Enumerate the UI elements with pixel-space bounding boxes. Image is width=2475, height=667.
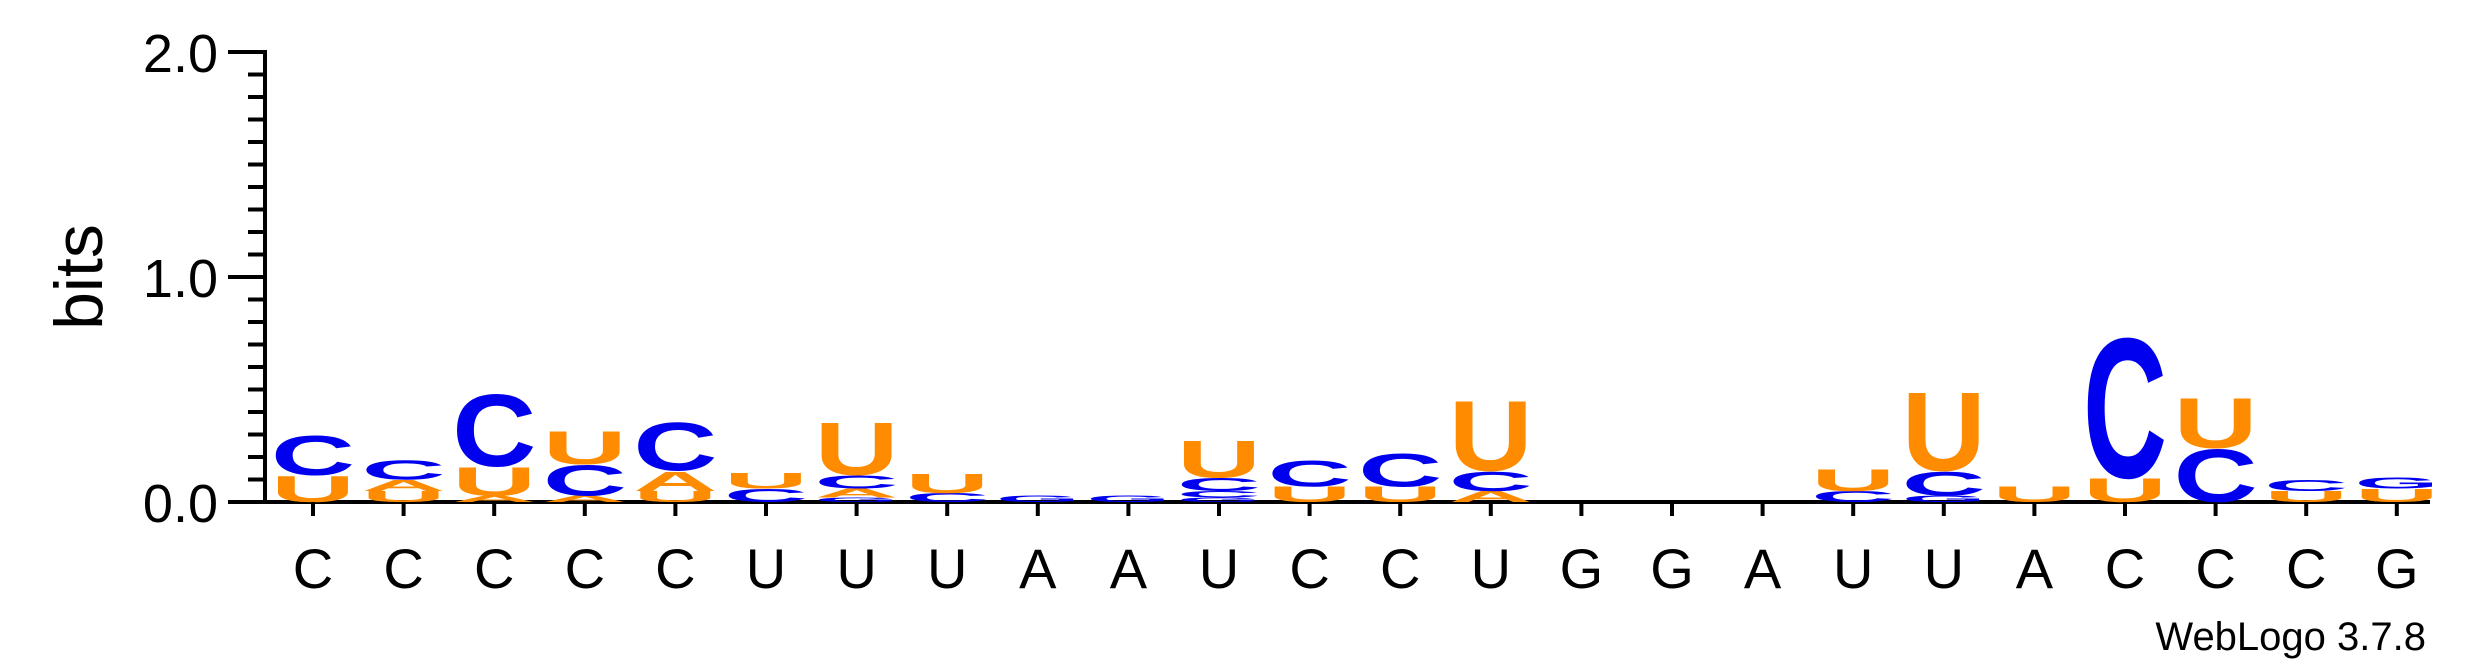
logo-letter-c: C <box>1268 453 1352 495</box>
logo-letter-u: U <box>1177 430 1261 489</box>
x-tick-label: C <box>2105 537 2145 600</box>
logo-letter-c: C <box>1358 444 1442 496</box>
logo-letter-c: C <box>452 374 536 488</box>
x-tick-label: G <box>1560 537 1604 600</box>
logo-letter-c: C <box>271 425 355 488</box>
logo-letter-c: C <box>2264 477 2348 495</box>
x-tick-label: U <box>746 537 786 600</box>
y-axis: 2.0 1.0 0.0 bits <box>41 24 265 534</box>
x-tick-label: A <box>1110 537 1148 600</box>
x-tick-label: U <box>927 537 967 600</box>
x-tick-label: C <box>2195 537 2235 600</box>
x-tick-label: U <box>1199 537 1239 600</box>
logo-letter-c: C <box>362 454 446 486</box>
logo-letter-u: U <box>2174 383 2258 463</box>
x-tick-label: U <box>1833 537 1873 600</box>
x-tick-label: U <box>836 537 876 600</box>
x-tick-label: A <box>1019 537 1057 600</box>
x-tick-label: A <box>1744 537 1782 600</box>
logo-letter-c: C <box>2083 296 2167 520</box>
logo-letter-u: U <box>1902 369 1986 495</box>
logo-letter-u: U <box>1811 463 1895 498</box>
y-tick-label-0: 0.0 <box>143 474 218 534</box>
x-tick-label: C <box>1380 537 1420 600</box>
y-axis-label: bits <box>41 224 117 330</box>
logo-letter-u: U <box>815 407 899 491</box>
x-tick-label: C <box>1289 537 1329 600</box>
x-tick-label: C <box>2286 537 2326 600</box>
logo-letter-u: U <box>905 467 989 499</box>
x-tick-label: C <box>655 537 695 600</box>
weblogo-credit: WebLogo 3.7.8 <box>2155 615 2426 659</box>
x-tick-label: C <box>293 537 333 600</box>
logo-letter-u: U <box>724 469 808 494</box>
x-tick-label: U <box>1471 537 1511 600</box>
logo-letter-c: C <box>633 409 717 485</box>
logo-letter-u: U <box>543 421 627 473</box>
logo-letter-u: U <box>1449 380 1533 492</box>
logo-letter-g: G <box>2355 475 2439 492</box>
x-tick-label: C <box>383 537 423 600</box>
x-tick-label: C <box>565 537 605 600</box>
y-tick-label-1: 1.0 <box>143 249 218 309</box>
x-tick-label: U <box>1924 537 1964 600</box>
x-tick-label: G <box>2375 537 2419 600</box>
x-tick-label: A <box>2016 537 2054 600</box>
y-tick-label-2: 2.0 <box>143 24 218 84</box>
x-tick-label: C <box>474 537 514 600</box>
x-tick-label: G <box>1650 537 1694 600</box>
